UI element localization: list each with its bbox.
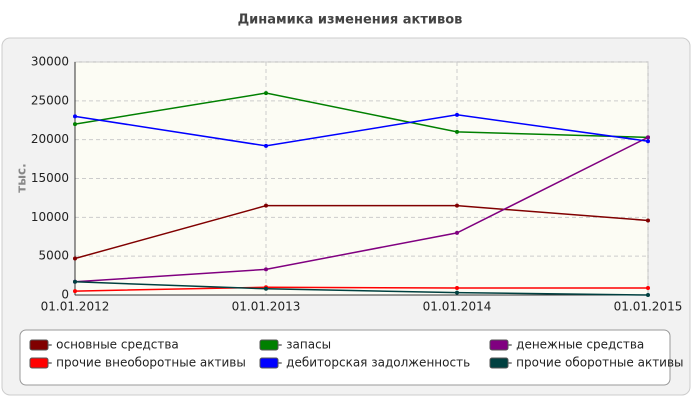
legend-label: - денежные средства (508, 338, 644, 352)
point (646, 286, 650, 291)
y-tick-label: 20000 (31, 132, 69, 146)
point (264, 267, 268, 272)
point (455, 290, 459, 295)
legend-swatch (489, 357, 509, 369)
point (264, 203, 268, 208)
series-line (74, 286, 648, 292)
y-tick-label: 30000 (31, 55, 69, 69)
point (73, 279, 77, 284)
y-tick-label: 25000 (31, 93, 69, 107)
point (264, 143, 268, 148)
y-tick-label: 15000 (31, 171, 69, 185)
legend-swatch (489, 339, 509, 351)
chart-title: Динамика изменения активов (238, 13, 463, 28)
series-line (74, 114, 649, 147)
point (455, 112, 459, 117)
point (264, 91, 268, 96)
y-tick-label: 0 (61, 288, 69, 302)
point (455, 203, 459, 208)
series-line (74, 136, 649, 283)
legend-label: - прочие оборотные активы (508, 356, 684, 370)
point (646, 293, 650, 297)
point (455, 286, 459, 291)
point (455, 129, 459, 134)
x-tick-label: 01.01.2013 (232, 300, 301, 314)
point (73, 114, 77, 119)
x-tick-label: 01.01.2015 (614, 300, 683, 314)
point (73, 289, 77, 294)
legend-swatch (29, 357, 49, 369)
series-line (74, 92, 649, 139)
legend-swatch (259, 357, 279, 369)
y-tick-label: 10000 (31, 210, 69, 224)
legend-swatch (259, 339, 279, 351)
point (73, 256, 77, 261)
legend-swatch (29, 339, 49, 351)
series-line (74, 281, 649, 296)
y-axis-label: тыс. (15, 163, 29, 192)
legend-label: - прочие внеоборотные активы (48, 356, 246, 370)
x-tick-label: 01.01.2012 (41, 300, 110, 314)
point (264, 286, 268, 291)
point (646, 218, 650, 223)
point (646, 135, 650, 140)
point (646, 139, 650, 144)
x-tick-label: 01.01.2014 (423, 300, 492, 314)
y-tick-label: 5000 (38, 249, 69, 263)
legend-label: - дебиторская задолженность (278, 356, 470, 370)
legend-label: - запасы (278, 338, 331, 352)
point (455, 230, 459, 235)
series-line (74, 204, 649, 260)
legend-label: - основные средства (48, 338, 179, 352)
point (73, 122, 77, 127)
